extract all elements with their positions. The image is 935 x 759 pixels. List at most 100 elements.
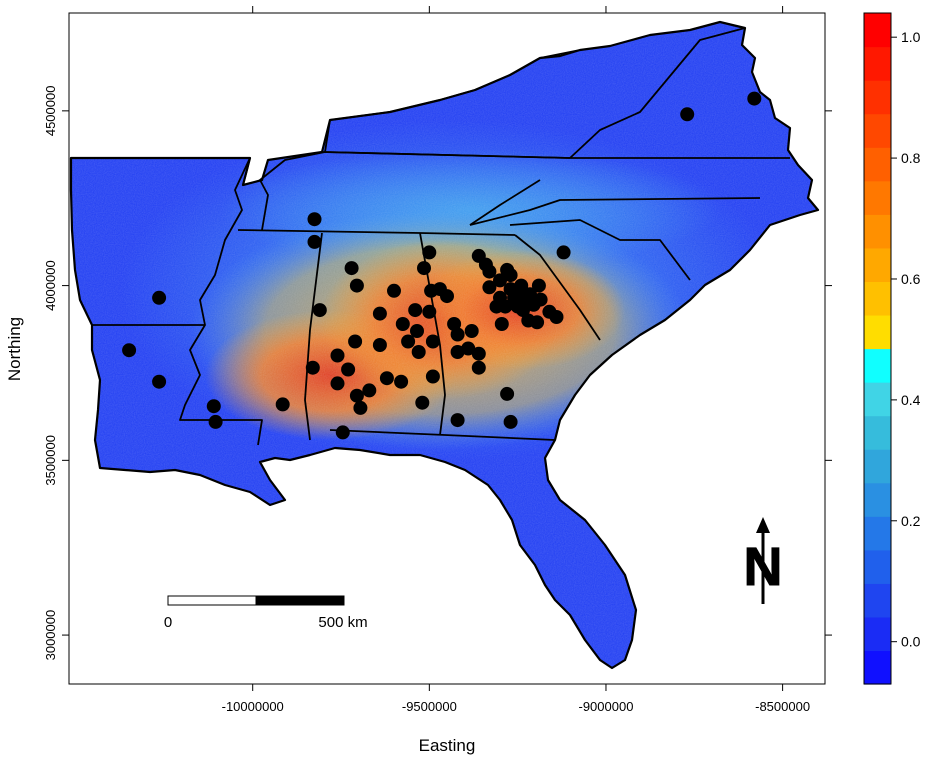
x-tick-label: -8500000 <box>755 699 810 714</box>
colorbar-swatch <box>864 13 891 48</box>
sample-point <box>379 371 394 386</box>
scale-bar-white-segment <box>167 595 257 606</box>
sample-point <box>464 324 479 338</box>
y-axis-title: Northing <box>5 317 24 381</box>
nc-sc-border <box>509 219 691 281</box>
colorbar-swatch <box>864 113 891 148</box>
sample-point <box>401 334 416 349</box>
sample-point <box>425 369 440 384</box>
sample-point <box>549 310 564 324</box>
sample-point <box>556 245 571 260</box>
colorbar-swatch <box>864 46 891 81</box>
sample-point <box>341 362 356 377</box>
colorbar-swatch <box>864 549 891 584</box>
sample-point <box>122 343 137 358</box>
sample-point <box>503 268 518 283</box>
sample-point <box>680 107 695 122</box>
colorbar-tick-label: 0.2 <box>901 513 921 529</box>
scale-bar-start-label: 0 <box>164 614 172 631</box>
y-tick-label: 3500000 <box>43 435 58 486</box>
sample-point <box>275 397 290 412</box>
colorbar-swatch <box>864 214 891 249</box>
sample-point <box>372 306 387 321</box>
sample-point <box>417 261 431 276</box>
sample-point <box>533 292 548 307</box>
colorbar-tick-label: 0.8 <box>901 150 921 166</box>
nc-va-border <box>469 197 761 226</box>
sample-point <box>372 338 387 352</box>
north-arrow: N <box>743 517 783 604</box>
sample-points <box>122 91 762 440</box>
sample-point <box>362 383 377 398</box>
sample-point <box>349 278 364 293</box>
y-tick-label: 4000000 <box>43 260 58 311</box>
sample-point <box>422 304 437 319</box>
colorbar-swatch <box>864 616 891 652</box>
study-region <box>71 22 818 668</box>
colorbar-swatch <box>864 449 891 484</box>
scale-bar-black-segment <box>255 595 345 606</box>
sample-point <box>410 324 424 338</box>
sample-point <box>425 334 440 349</box>
sample-point <box>493 273 507 288</box>
colorbar-swatch <box>864 281 891 316</box>
sample-point <box>307 234 322 249</box>
sample-point <box>349 388 364 403</box>
sample-point <box>307 212 322 227</box>
sample-point <box>500 386 515 401</box>
sample-point <box>408 303 423 318</box>
colorbar-swatch <box>864 314 891 350</box>
x-tick-label: -9000000 <box>578 699 633 714</box>
x-axis-title: Easting <box>419 736 476 755</box>
colorbar-swatch <box>864 583 891 618</box>
colorbar-swatch <box>864 348 891 383</box>
colorbar-swatch <box>864 482 891 517</box>
sample-point <box>422 245 437 260</box>
sample-point <box>523 287 537 302</box>
raster-noise <box>71 22 818 668</box>
colorbar-tick-label: 0.4 <box>901 392 921 408</box>
ga-sc-border <box>514 234 601 341</box>
north-arrow-head <box>756 517 770 533</box>
north-arrow-letter: N <box>744 537 783 597</box>
sample-point <box>482 280 497 295</box>
sample-point <box>208 414 223 429</box>
colorbar-swatch <box>864 415 891 450</box>
colorbar-frame <box>863 12 892 685</box>
ky-north-border <box>324 49 581 153</box>
sample-point <box>450 413 465 428</box>
sample-point <box>494 317 509 331</box>
sample-point <box>450 345 465 359</box>
sample-point <box>461 341 476 356</box>
sample-point <box>206 399 221 414</box>
sample-point <box>330 348 345 363</box>
x-tick-label: -9500000 <box>402 699 457 714</box>
sample-point <box>312 303 327 318</box>
colorbar-tick-label: 0.6 <box>901 271 921 287</box>
sample-point <box>344 261 359 276</box>
state-boundaries <box>71 27 790 446</box>
colorbar-swatch <box>864 516 891 551</box>
colorbar-tick-label: 1.0 <box>901 29 921 45</box>
colorbar-swatch <box>864 80 891 115</box>
sample-point <box>747 91 762 106</box>
sample-point <box>415 395 430 410</box>
sample-point <box>531 278 546 293</box>
va-wv-border <box>569 27 746 159</box>
x-tick-label: -10000000 <box>222 699 284 714</box>
ga-fl-border <box>329 429 556 441</box>
sample-point <box>152 374 167 389</box>
sample-point <box>482 264 497 279</box>
sample-point <box>471 346 486 361</box>
sample-point <box>335 425 350 440</box>
sample-point <box>395 317 410 331</box>
sample-point <box>387 283 401 298</box>
sample-point <box>348 334 363 349</box>
colorbar: 0.0 0.2 0.4 0.6 0.8 1.0 <box>863 12 921 685</box>
sample-point <box>450 327 465 342</box>
sample-point <box>498 299 513 314</box>
scale-bar-end-label: 500 km <box>318 614 367 631</box>
sample-point <box>440 289 454 304</box>
colorbar-swatch <box>864 382 891 417</box>
